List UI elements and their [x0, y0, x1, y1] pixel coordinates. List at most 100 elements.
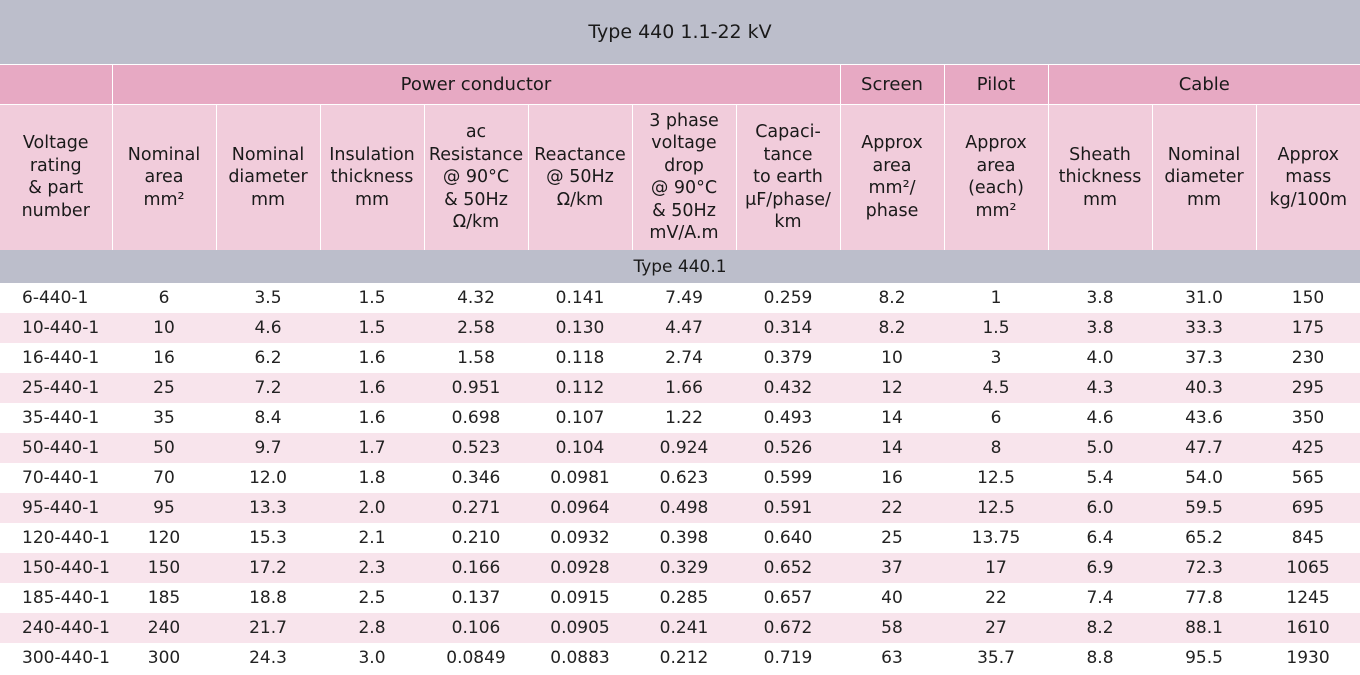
- table-cell: 3.8: [1048, 283, 1152, 313]
- table-cell: 8.2: [1048, 613, 1152, 643]
- table-cell: 2.58: [424, 313, 528, 343]
- table-cell: 0.0981: [528, 463, 632, 493]
- table-cell: 6.4: [1048, 523, 1152, 553]
- table-cell: 33.3: [1152, 313, 1256, 343]
- table-cell: 65.2: [1152, 523, 1256, 553]
- table-row: 150-440-1 150 17.2 2.3 0.166 0.0928 0.329 0.652…: [0, 553, 1360, 583]
- table-cell: 0.398: [632, 523, 736, 553]
- table-cell: 31.0: [1152, 283, 1256, 313]
- table-cell: 22: [944, 583, 1048, 613]
- table-cell: 4.5: [944, 373, 1048, 403]
- table-cell: 1245: [1256, 583, 1360, 613]
- table-cell: 27: [944, 613, 1048, 643]
- col-ac-resistance: ac Resistance @ 90°C & 50Hz Ω/km: [423, 104, 528, 250]
- table-cell: 3.5: [216, 283, 320, 313]
- table-cell: 0.498: [632, 493, 736, 523]
- part-number-cell: 300-440-1: [0, 643, 112, 673]
- table-cell: 25: [112, 373, 216, 403]
- table-cell: 77.8: [1152, 583, 1256, 613]
- col-cable-diameter: Nominal diameter mm: [1151, 104, 1256, 250]
- table-cell: 0.591: [736, 493, 840, 523]
- table-cell: 0.0915: [528, 583, 632, 613]
- table-cell: 1.6: [320, 403, 424, 433]
- part-number-cell: 16-440-1: [0, 343, 112, 373]
- table-cell: 0.657: [736, 583, 840, 613]
- table-cell: 1.7: [320, 433, 424, 463]
- part-number-cell: 120-440-1: [0, 523, 112, 553]
- part-number-cell: 70-440-1: [0, 463, 112, 493]
- table-row: 35-440-1 35 8.4 1.6 0.698 0.107 1.22 0.493 14 6 4.…: [0, 403, 1360, 433]
- table-cell: 1.5: [944, 313, 1048, 343]
- table-cell: 6.0: [1048, 493, 1152, 523]
- table-cell: 12.5: [944, 463, 1048, 493]
- part-number-cell: 6-440-1: [0, 283, 112, 313]
- table-cell: 7.4: [1048, 583, 1152, 613]
- type-subheader: Type 440.1: [0, 250, 1360, 283]
- table-cell: 1: [944, 283, 1048, 313]
- table-cell: 12: [840, 373, 944, 403]
- table-cell: 0.241: [632, 613, 736, 643]
- table-cell: 0.285: [632, 583, 736, 613]
- table-cell: 0.0883: [528, 643, 632, 673]
- table-cell: 0.0849: [424, 643, 528, 673]
- table-cell: 16: [840, 463, 944, 493]
- table-cell: 10: [840, 343, 944, 373]
- table-row: 185-440-1 185 18.8 2.5 0.137 0.0915 0.285 0.657…: [0, 583, 1360, 613]
- table-cell: 25: [840, 523, 944, 553]
- table-cell: 2.74: [632, 343, 736, 373]
- col-sheath-thickness: Sheath thickness mm: [1047, 104, 1152, 250]
- column-header-row: Voltage rating & part number Nominal are…: [0, 104, 1360, 250]
- table-row: 16-440-1 16 6.2 1.6 1.58 0.118 2.74 0.379 10 3 4.0…: [0, 343, 1360, 373]
- table-cell: 10: [112, 313, 216, 343]
- table-cell: 120: [112, 523, 216, 553]
- table-cell: 1610: [1256, 613, 1360, 643]
- table-cell: 8.4: [216, 403, 320, 433]
- table-cell: 1.5: [320, 313, 424, 343]
- table-cell: 8: [944, 433, 1048, 463]
- table-cell: 17.2: [216, 553, 320, 583]
- table-cell: 4.0: [1048, 343, 1152, 373]
- col-capacitance: Capaci- tance to earth μF/phase/ km: [735, 104, 840, 250]
- table-cell: 12.0: [216, 463, 320, 493]
- table-cell: 40: [840, 583, 944, 613]
- table-cell: 5.0: [1048, 433, 1152, 463]
- table-cell: 695: [1256, 493, 1360, 523]
- subheader-row: Type 440.1: [0, 250, 1360, 283]
- table-cell: 150: [1256, 283, 1360, 313]
- table-cell: 0.212: [632, 643, 736, 673]
- table-cell: 295: [1256, 373, 1360, 403]
- part-number-cell: 185-440-1: [0, 583, 112, 613]
- table-cell: 4.3: [1048, 373, 1152, 403]
- group-header-blank: [0, 64, 112, 105]
- table-cell: 1.6: [320, 343, 424, 373]
- table-cell: 0.379: [736, 343, 840, 373]
- table-cell: 2.5: [320, 583, 424, 613]
- table-cell: 1.6: [320, 373, 424, 403]
- table-cell: 0.0932: [528, 523, 632, 553]
- table-cell: 0.493: [736, 403, 840, 433]
- table-cell: 0.523: [424, 433, 528, 463]
- table-cell: 0.672: [736, 613, 840, 643]
- group-header-row: Power conductor Screen Pilot Cable: [0, 64, 1360, 105]
- table-cell: 1.58: [424, 343, 528, 373]
- table-row: 10-440-1 10 4.6 1.5 2.58 0.130 4.47 0.314 8.2 1.5…: [0, 313, 1360, 343]
- table-cell: 3.0: [320, 643, 424, 673]
- table-cell: 4.32: [424, 283, 528, 313]
- table-cell: 425: [1256, 433, 1360, 463]
- table-cell: 0.166: [424, 553, 528, 583]
- table-cell: 72.3: [1152, 553, 1256, 583]
- table-cell: 0.141: [528, 283, 632, 313]
- table-cell: 21.7: [216, 613, 320, 643]
- col-nominal-area: Nominal area mm²: [111, 104, 216, 250]
- table-cell: 0.329: [632, 553, 736, 583]
- table-cell: 22: [840, 493, 944, 523]
- table-cell: 230: [1256, 343, 1360, 373]
- table-cell: 2.8: [320, 613, 424, 643]
- table-row: 300-440-1 300 24.3 3.0 0.0849 0.0883 0.212 0.71…: [0, 643, 1360, 673]
- table-cell: 6.2: [216, 343, 320, 373]
- table-cell: 0.0964: [528, 493, 632, 523]
- table-cell: 350: [1256, 403, 1360, 433]
- table-cell: 150: [112, 553, 216, 583]
- col-screen-area: Approx area mm²/ phase: [839, 104, 944, 250]
